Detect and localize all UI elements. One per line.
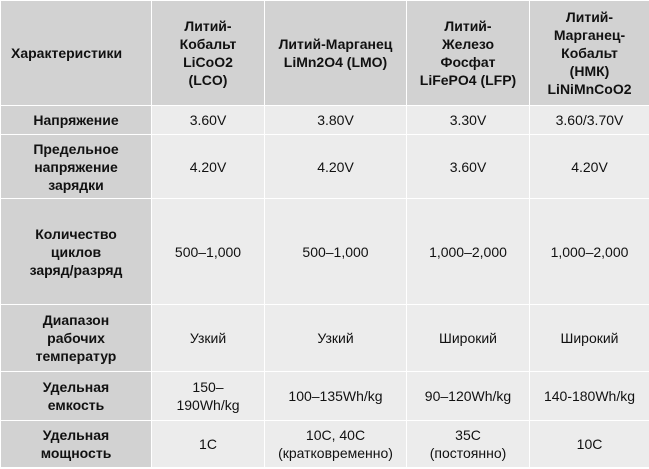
table-cell: Широкий bbox=[406, 304, 530, 372]
row-label-line: Диапазон bbox=[42, 312, 110, 328]
header-nmc-line: Кобальт bbox=[561, 45, 618, 61]
cell-line: 1,000–2,000 bbox=[429, 243, 507, 260]
header-lfp-line: LiFePO4 (LFP) bbox=[419, 72, 517, 88]
header-row: Характеристики Литий- Кобальт LiCoO2 (LC… bbox=[0, 0, 649, 106]
header-lco: Литий- Кобальт LiCoO2 (LCO) bbox=[151, 0, 265, 106]
cell-line: 3.80V bbox=[317, 112, 354, 128]
cell-line: 3.60/3.70V bbox=[555, 112, 624, 128]
table-cell: 3.60V bbox=[406, 134, 530, 199]
header-characteristics: Характеристики bbox=[0, 0, 152, 106]
header-lmo-line: Литий-Марганец bbox=[278, 36, 393, 52]
header-nmc-line: (НМК) bbox=[569, 63, 610, 79]
row-label: Диапазон рабочих температур bbox=[0, 304, 152, 372]
cell-line: (постоянно) bbox=[429, 445, 507, 461]
cell-line: 3.30V bbox=[449, 112, 487, 128]
cell-line: 150– bbox=[192, 379, 224, 395]
header-lco-line: (LCO) bbox=[188, 72, 228, 88]
table-cell: 10C, 40C (кратковременно) bbox=[264, 420, 407, 468]
table-cell: 90–120Wh/kg bbox=[406, 371, 530, 421]
header-lmo-line: LiMn2O4 (LMO) bbox=[283, 54, 388, 70]
table-cell: 4.20V bbox=[264, 134, 407, 199]
cell-line: 500–1,000 bbox=[174, 243, 242, 260]
cell-line: Узкий bbox=[189, 330, 227, 346]
table-row-cycles: Количество циклов заряд/разряд 500–1,000… bbox=[0, 198, 649, 305]
cell-line: 3.60V bbox=[189, 112, 227, 128]
cell-line: 10C bbox=[576, 436, 603, 452]
row-label-line: Предельное bbox=[33, 140, 119, 157]
row-label: Удельная мощность bbox=[0, 420, 152, 468]
row-label-line: Напряжение bbox=[33, 112, 119, 128]
table-cell: 500–1,000 bbox=[151, 198, 265, 305]
header-nmc: Литий- Марганец- Кобальт (НМК) LiNiMnCoO… bbox=[529, 0, 649, 106]
cell-line: 35C bbox=[455, 427, 481, 443]
cell-line: 4.20V bbox=[189, 158, 227, 175]
row-label-line: Удельная bbox=[42, 427, 110, 443]
table-cell: 140-180Wh/kg bbox=[529, 371, 649, 421]
table-cell: 1,000–2,000 bbox=[529, 198, 649, 305]
cell-line: 190Wh/kg bbox=[176, 397, 240, 413]
header-lfp-line: Железо bbox=[441, 36, 495, 52]
row-label: Количество циклов заряд/разряд bbox=[0, 198, 152, 305]
table-cell: 10C bbox=[529, 420, 649, 468]
table-row-voltage: Напряжение 3.60V 3.80V 3.30V 3.60/3.70V bbox=[0, 105, 649, 135]
row-label-line: емкость bbox=[47, 397, 105, 413]
cell-line: Широкий bbox=[560, 330, 619, 346]
table-row-capacity: Удельная емкость 150– 190Wh/kg 100–135Wh… bbox=[0, 371, 649, 421]
table-cell: 100–135Wh/kg bbox=[264, 371, 407, 421]
row-label-line: зарядки bbox=[48, 176, 104, 193]
cell-line: 3.60V bbox=[449, 158, 487, 175]
row-label: Удельная емкость bbox=[0, 371, 152, 421]
row-label-line: заряд/разряд bbox=[29, 261, 123, 278]
table-cell: Узкий bbox=[151, 304, 265, 372]
header-lco-line: LiCoO2 bbox=[183, 54, 233, 70]
row-label-line: напряжение bbox=[34, 158, 118, 175]
table-cell: 4.20V bbox=[151, 134, 265, 199]
table-cell: Узкий bbox=[264, 304, 407, 372]
header-lco-line: Кобальт bbox=[179, 36, 237, 52]
table-cell: 3.60V bbox=[151, 105, 265, 135]
table-cell: 3.30V bbox=[406, 105, 530, 135]
cell-line: 1C bbox=[199, 436, 217, 452]
header-lfp-line: Фосфат bbox=[440, 54, 496, 70]
table-cell: Широкий bbox=[529, 304, 649, 372]
header-lmo: Литий-Марганец LiMn2O4 (LMO) bbox=[264, 0, 407, 106]
header-nmc-line: Марганец- bbox=[553, 27, 626, 43]
table-cell: 4.20V bbox=[529, 134, 649, 199]
header-lfp-line: Литий- bbox=[444, 18, 492, 34]
cell-line: 4.20V bbox=[571, 158, 608, 175]
table-row-charge-voltage: Предельное напряжение зарядки 4.20V 4.20… bbox=[0, 134, 649, 199]
table-cell: 35C (постоянно) bbox=[406, 420, 530, 468]
header-nmc-line: LiNiMnCoO2 bbox=[547, 81, 632, 97]
table-cell: 150– 190Wh/kg bbox=[151, 371, 265, 421]
row-label-line: Удельная bbox=[42, 379, 110, 395]
table-row-temperature: Диапазон рабочих температур Узкий Узкий … bbox=[0, 304, 649, 372]
header-lfp: Литий- Железо Фосфат LiFePO4 (LFP) bbox=[406, 0, 530, 106]
cell-line: 10C, 40C bbox=[305, 427, 366, 443]
row-label-line: температур bbox=[35, 348, 117, 364]
table-cell: 500–1,000 bbox=[264, 198, 407, 305]
table-cell: 3.60/3.70V bbox=[529, 105, 649, 135]
table-cell: 3.80V bbox=[264, 105, 407, 135]
row-label: Предельное напряжение зарядки bbox=[0, 134, 152, 199]
header-lco-line: Литий- bbox=[184, 18, 232, 34]
row-label-line: циклов bbox=[50, 243, 102, 260]
cell-line: 4.20V bbox=[317, 158, 354, 175]
row-label-line: мощность bbox=[40, 445, 112, 461]
table-row-power: Удельная мощность 1C 10C, 40C (кратковре… bbox=[0, 420, 649, 468]
cell-line: Узкий bbox=[317, 330, 354, 346]
cell-line: 100–135Wh/kg bbox=[288, 388, 383, 404]
cell-line: 1,000–2,000 bbox=[550, 243, 629, 260]
cell-line: 500–1,000 bbox=[302, 243, 369, 260]
cell-line: 140-180Wh/kg bbox=[543, 388, 636, 404]
header-nmc-line: Литий- bbox=[565, 9, 614, 25]
row-label-line: Количество bbox=[35, 225, 117, 242]
table-cell: 1C bbox=[151, 420, 265, 468]
cell-line: (кратковременно) bbox=[278, 445, 393, 461]
table-cell: 1,000–2,000 bbox=[406, 198, 530, 305]
row-label: Напряжение bbox=[0, 105, 152, 135]
cell-line: 90–120Wh/kg bbox=[424, 388, 512, 404]
cell-line: Широкий bbox=[439, 330, 497, 346]
row-label-line: рабочих bbox=[47, 330, 105, 346]
